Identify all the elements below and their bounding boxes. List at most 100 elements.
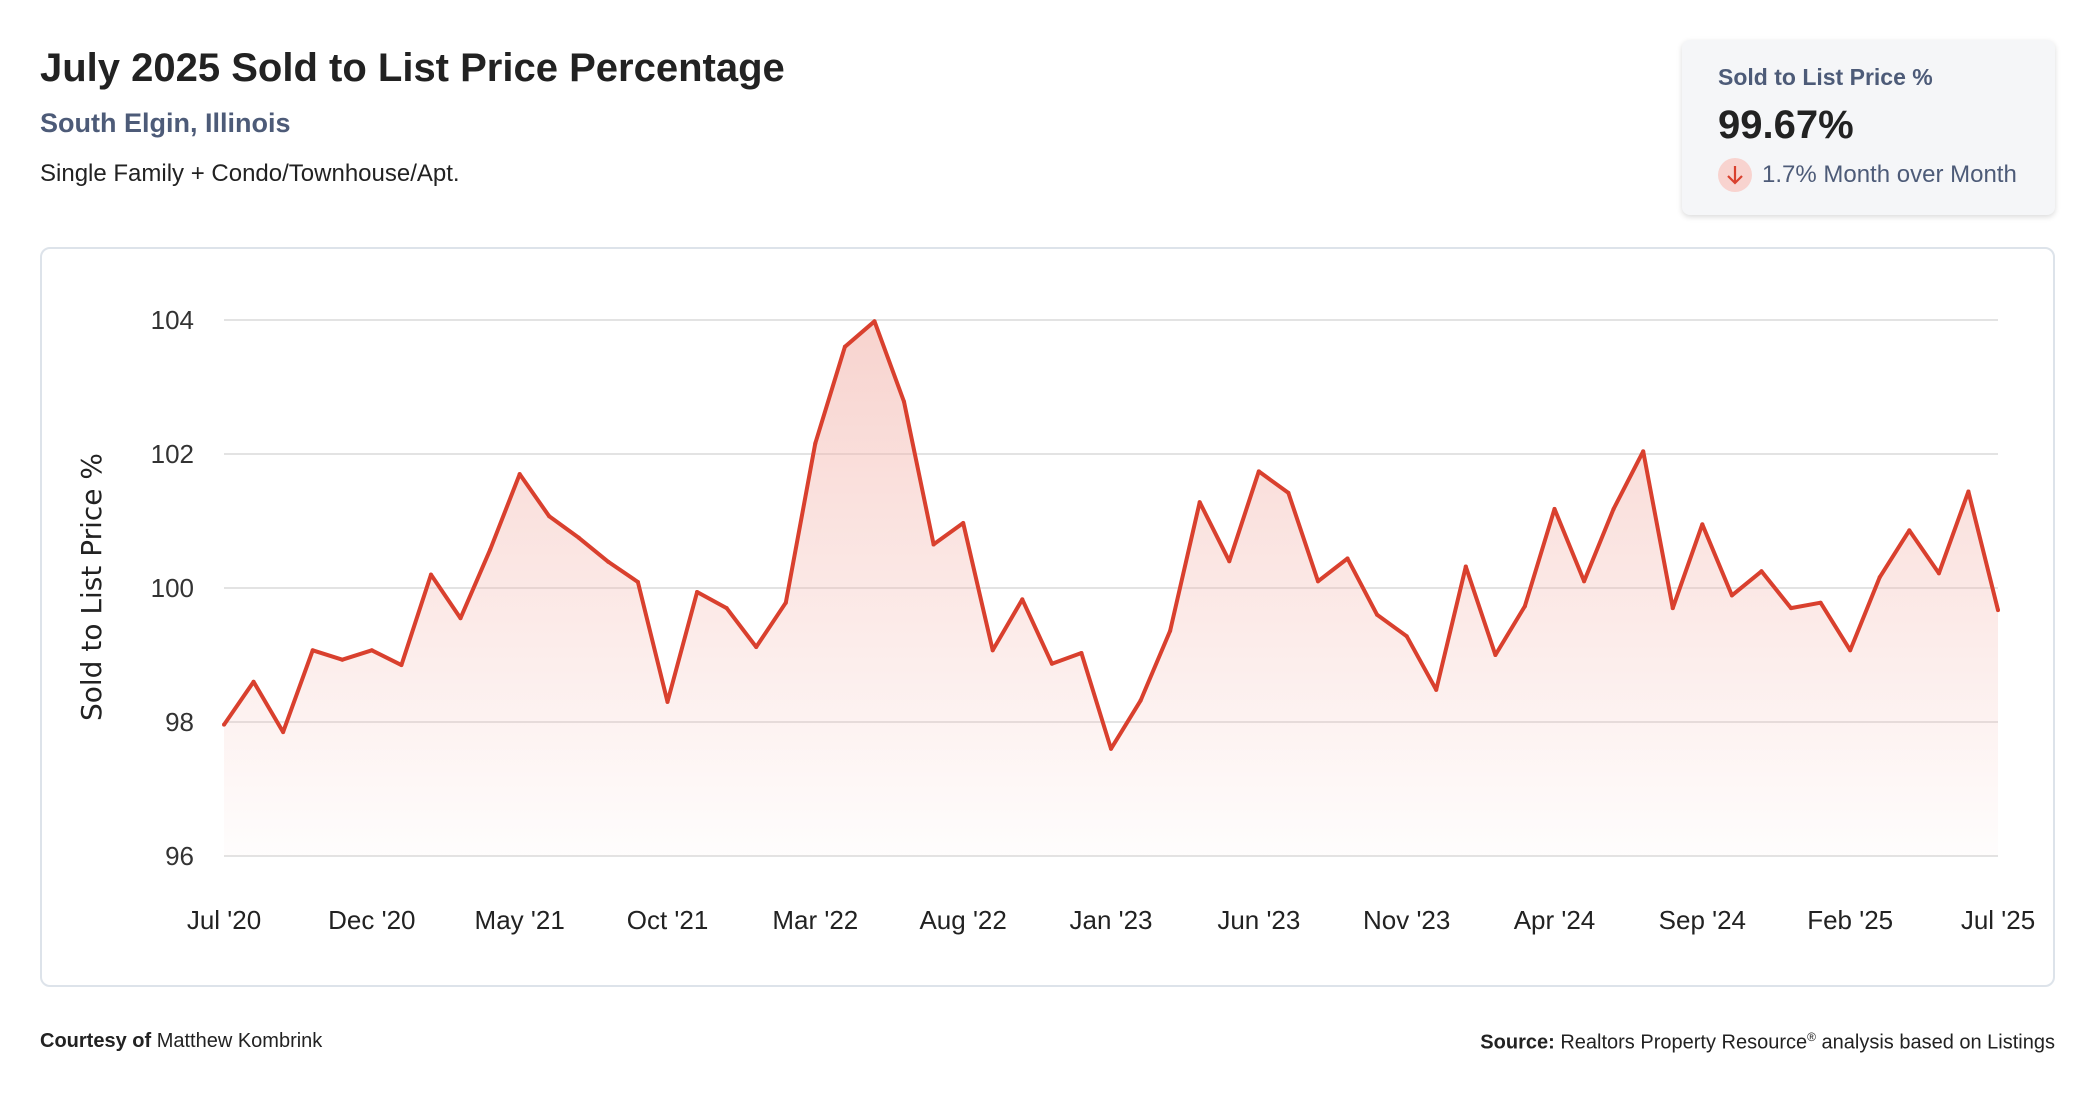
kpi-value: 99.67% [1718, 103, 1854, 147]
data-point[interactable] [1611, 506, 1616, 511]
x-tick-label: Apr '24 [1514, 905, 1596, 935]
x-tick-label: Sep '24 [1659, 905, 1746, 935]
y-tick-label: 98 [165, 707, 194, 737]
data-point[interactable] [1227, 559, 1232, 564]
data-point[interactable] [1818, 600, 1823, 605]
data-point[interactable] [990, 648, 995, 653]
data-point[interactable] [1907, 528, 1912, 533]
data-point[interactable] [399, 663, 404, 668]
data-point[interactable] [1522, 604, 1527, 609]
arrow-down-icon [1718, 158, 1752, 192]
data-point[interactable] [1996, 608, 2000, 613]
x-tick-label: Oct '21 [627, 905, 709, 935]
x-tick-label: Nov '23 [1363, 905, 1450, 935]
data-point[interactable] [902, 399, 907, 404]
location-subtitle: South Elgin, Illinois [40, 108, 291, 138]
data-point[interactable] [1256, 469, 1261, 474]
data-point[interactable] [1463, 564, 1468, 569]
data-point[interactable] [842, 344, 847, 349]
data-point[interactable] [1168, 628, 1173, 633]
y-tick-label: 102 [151, 439, 194, 469]
data-point[interactable] [1138, 698, 1143, 703]
data-point[interactable] [310, 648, 315, 653]
data-point[interactable] [1079, 650, 1084, 655]
y-tick-label: 100 [151, 573, 194, 603]
x-tick-label: Jan '23 [1069, 905, 1152, 935]
data-point[interactable] [961, 521, 966, 526]
x-tick-label: Feb '25 [1807, 905, 1893, 935]
data-point[interactable] [340, 657, 345, 662]
data-point[interactable] [1375, 612, 1380, 617]
x-tick-label: Mar '22 [772, 905, 858, 935]
data-point[interactable] [813, 441, 818, 446]
data-point[interactable] [724, 606, 729, 611]
x-tick-label: Dec '20 [328, 905, 415, 935]
area-fill [224, 321, 1998, 856]
data-point[interactable] [606, 559, 611, 564]
courtesy-credit: Courtesy of Matthew Kombrink [40, 1030, 322, 1053]
data-point[interactable] [1434, 687, 1439, 692]
line-chart: 96 98 100 102 104 Jul '20 Dec '20 May '21 Oct '… [75, 305, 2035, 935]
data-point[interactable] [1700, 522, 1705, 527]
registered-mark: ® [1807, 1030, 1816, 1044]
data-point[interactable] [1315, 579, 1320, 584]
data-point[interactable] [1729, 593, 1734, 598]
data-point[interactable] [222, 722, 226, 727]
page-title: July 2025 Sold to List Price Percentage [40, 46, 785, 90]
data-point[interactable] [1552, 506, 1557, 511]
courtesy-name: Matthew Kombrink [156, 1030, 323, 1052]
data-point[interactable] [1197, 500, 1202, 505]
data-point[interactable] [695, 590, 700, 595]
data-point[interactable] [1670, 606, 1675, 611]
data-point[interactable] [1966, 489, 1971, 494]
x-tick-label: May '21 [475, 905, 565, 935]
data-point[interactable] [1582, 579, 1587, 584]
kpi-card: Sold to List Price % 99.67% 1.7% Month o… [1682, 40, 2055, 215]
data-point[interactable] [1759, 569, 1764, 574]
property-types: Single Family + Condo/Townhouse/Apt. [40, 160, 460, 187]
x-tick-label: Aug '22 [919, 905, 1006, 935]
data-point[interactable] [547, 514, 552, 519]
data-point[interactable] [783, 600, 788, 605]
source-suffix: analysis based on Listings [1815, 1031, 2056, 1054]
data-point[interactable] [576, 535, 581, 540]
data-point[interactable] [665, 699, 670, 704]
data-point[interactable] [1020, 597, 1025, 602]
data-point[interactable] [931, 542, 936, 547]
data-point[interactable] [251, 679, 256, 684]
y-axis-title: Sold to List Price % [75, 453, 108, 721]
data-point[interactable] [872, 319, 877, 324]
source-label: Source: [1480, 1031, 1555, 1054]
data-point[interactable] [1404, 634, 1409, 639]
data-point[interactable] [458, 616, 463, 621]
data-point[interactable] [428, 572, 433, 577]
data-point[interactable] [1936, 571, 1941, 576]
data-point[interactable] [1049, 661, 1054, 666]
data-point[interactable] [1789, 606, 1794, 611]
data-point[interactable] [1286, 490, 1291, 495]
courtesy-label: Courtesy of [40, 1030, 152, 1052]
source-text: Realtors Property Resource [1560, 1031, 1808, 1054]
data-point[interactable] [754, 644, 759, 649]
data-point[interactable] [488, 547, 493, 552]
source-credit: Source: Realtors Property Resource® anal… [1480, 1030, 2055, 1055]
y-tick-label: 104 [151, 305, 194, 335]
kpi-change-text: 1.7% Month over Month [1762, 161, 2017, 188]
kpi-label: Sold to List Price % [1718, 64, 1933, 90]
data-point[interactable] [1345, 556, 1350, 561]
data-point[interactable] [1848, 648, 1853, 653]
x-tick-label: Jul '25 [1961, 905, 2035, 935]
data-point[interactable] [1109, 746, 1113, 751]
x-tick-label: Jul '20 [187, 905, 261, 935]
chart-container: 96 98 100 102 104 Jul '20 Dec '20 May '21 Oct '… [40, 247, 2055, 987]
data-point[interactable] [517, 472, 522, 477]
data-point[interactable] [281, 730, 286, 735]
data-point[interactable] [1877, 575, 1882, 580]
kpi-change: 1.7% Month over Month [1718, 158, 2055, 192]
y-tick-label: 96 [165, 841, 194, 871]
data-point[interactable] [635, 579, 640, 584]
data-point[interactable] [1493, 653, 1498, 657]
x-tick-label: Jun '23 [1217, 905, 1300, 935]
data-point[interactable] [369, 648, 374, 653]
data-point[interactable] [1641, 449, 1646, 454]
